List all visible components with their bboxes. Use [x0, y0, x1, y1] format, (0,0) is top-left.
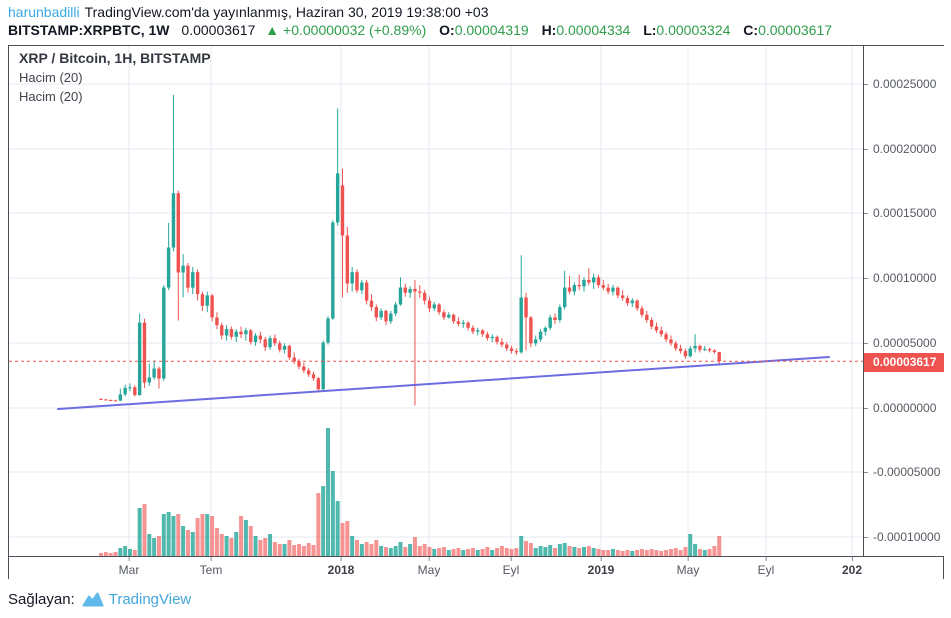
time-axis-label: 2018: [327, 557, 355, 577]
trendline: [57, 356, 830, 410]
time-axis-label: 2019: [587, 557, 615, 577]
low-label: L:: [643, 22, 657, 38]
low-value: 0.00003324: [656, 22, 731, 38]
open-value: 0.00004319: [454, 22, 529, 38]
chart-title: XRP / Bitcoin, 1H, BITSTAMP: [19, 50, 211, 66]
time-axis-label: May: [676, 557, 700, 577]
price-axis-label: 0.00020000: [864, 142, 936, 156]
change-arrow-icon: ▲: [265, 22, 280, 38]
symbol-ohlc-bar: BITSTAMP:XRPBTC, 1W 0.00003617 ▲ +0.0000…: [8, 22, 832, 38]
close-value: 0.00003617: [758, 22, 833, 38]
price-axis-label: -0.00010000: [864, 530, 940, 544]
high-label: H:: [541, 22, 557, 38]
chart-canvas[interactable]: [9, 46, 863, 556]
close-label: C:: [743, 22, 759, 38]
legend-item-volume-2[interactable]: Hacim (20): [19, 89, 83, 104]
price-axis[interactable]: 0.00025000 0.00020000 0.00015000 0.00010000…: [863, 46, 945, 556]
tradingview-brand-link[interactable]: TradingView: [108, 591, 192, 608]
legend-item-volume-1[interactable]: Hacim (20): [19, 70, 83, 85]
price-axis-label: 0.00010000: [864, 271, 936, 285]
price-axis-label: 0.00015000: [864, 206, 936, 220]
symbol-interval-label: BITSTAMP:XRPBTC, 1W: [8, 22, 170, 38]
author-link[interactable]: harunbadilli: [8, 4, 80, 20]
grid-layer: [9, 46, 863, 556]
volume-layer: [99, 428, 722, 556]
tradingview-logo-icon: [82, 592, 104, 607]
chart-legend: XRP / Bitcoin, 1H, BITSTAMP Hacim (20) H…: [19, 50, 211, 104]
price-axis-label: -0.00005000: [864, 465, 940, 479]
chart-widget-frame: XRP / Bitcoin, 1H, BITSTAMP Hacim (20) H…: [8, 45, 945, 580]
attribution-bar: Sağlayan: TradingView: [8, 591, 191, 608]
price-axis-label: 0.00000000: [864, 401, 936, 415]
price-axis-label: 0.00005000: [864, 336, 936, 350]
time-axis[interactable]: Mar Tem 2018 May Eyl 2019 May Eyl 202: [9, 556, 943, 580]
time-axis-label: Eyl: [757, 557, 775, 577]
last-price-value: 0.00003617: [181, 22, 256, 38]
price-axis-label: 0.00025000: [864, 77, 936, 91]
open-label: O:: [439, 22, 455, 38]
high-value: 0.00004334: [556, 22, 631, 38]
time-axis-label: Tem: [199, 557, 223, 577]
time-axis-label: 202: [841, 557, 863, 577]
published-text: TradingView.com'da yayınlanmış, Haziran …: [84, 4, 489, 20]
time-axis-label: Mar: [118, 557, 140, 577]
provided-by-label: Sağlayan:: [8, 591, 75, 608]
publish-info-line: harunbadilli TradingView.com'da yayınlanm…: [8, 4, 488, 20]
change-value: +0.00000032 (+0.89%): [283, 22, 427, 38]
candle-layer: [99, 94, 721, 406]
time-axis-label: Eyl: [502, 557, 520, 577]
time-axis-label: May: [417, 557, 441, 577]
last-price-badge: 0.00003617: [864, 353, 944, 372]
